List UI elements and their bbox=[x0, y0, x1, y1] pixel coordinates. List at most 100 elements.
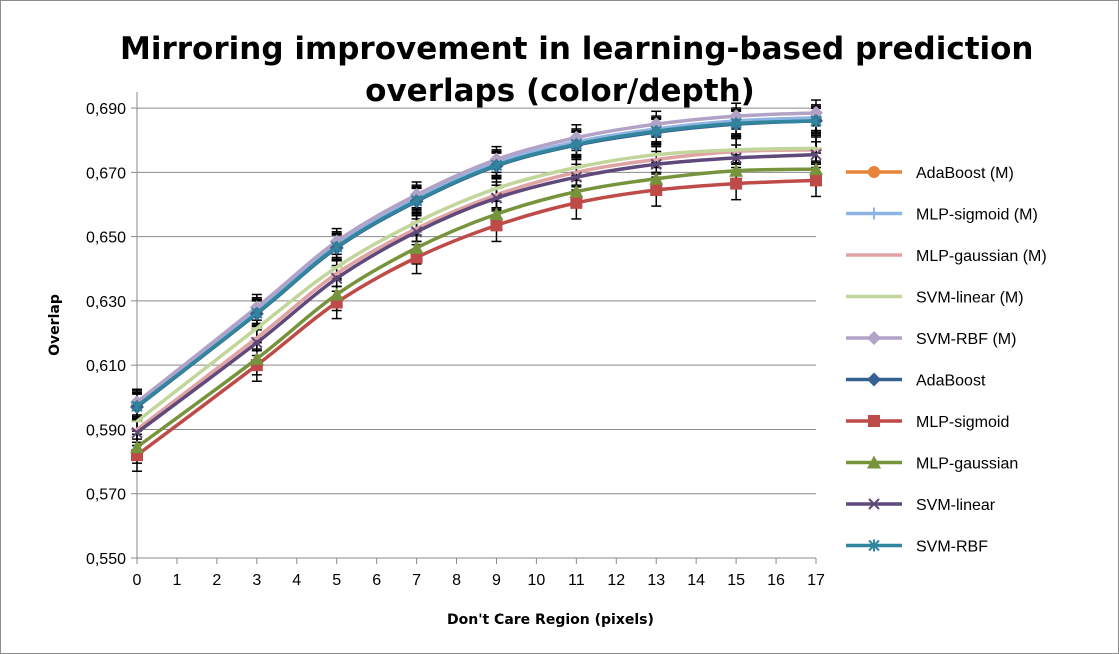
data-point bbox=[410, 226, 423, 238]
legend-label: AdaBoost bbox=[916, 373, 986, 390]
x-tick-label: 11 bbox=[568, 572, 585, 589]
data-point bbox=[809, 162, 823, 176]
data-point bbox=[570, 138, 583, 151]
marker-shape bbox=[868, 498, 880, 510]
legend-item: AdaBoost (M) bbox=[846, 165, 1014, 182]
data-point bbox=[490, 192, 503, 204]
data-point bbox=[131, 426, 143, 439]
x-tick-label: 12 bbox=[607, 572, 625, 589]
x-tick-label: 1 bbox=[172, 572, 181, 589]
y-tick-labels: 0,550 0,570 0,590 0,610 0,630 0,650 0,670 0,690 bbox=[86, 101, 126, 568]
legend-marker bbox=[868, 207, 880, 220]
legend-item: AdaBoost bbox=[846, 372, 986, 390]
legend-item: MLP-sigmoid (M) bbox=[846, 207, 1038, 224]
data-point bbox=[410, 194, 423, 207]
marker-shape bbox=[649, 171, 664, 185]
legend-label: SVM-linear bbox=[916, 497, 996, 514]
x-tick-label: 7 bbox=[412, 572, 421, 589]
marker-shape bbox=[490, 219, 503, 232]
marker-shape bbox=[489, 207, 504, 221]
marker-shape bbox=[410, 226, 423, 238]
data-point bbox=[131, 400, 143, 413]
legend-item: SVM-RBF bbox=[846, 539, 988, 556]
legend-marker bbox=[867, 331, 881, 345]
data-point bbox=[569, 184, 584, 198]
error-bars-8 bbox=[132, 141, 821, 447]
data-point bbox=[730, 152, 742, 164]
marker-shape bbox=[329, 287, 344, 301]
legend-marker bbox=[867, 455, 881, 469]
data-point bbox=[410, 251, 423, 264]
error-bars-4 bbox=[132, 99, 821, 416]
marker-shape bbox=[130, 440, 144, 454]
data-point bbox=[489, 207, 504, 221]
data-point bbox=[251, 336, 263, 349]
marker-shape bbox=[131, 426, 143, 439]
marker-shape bbox=[650, 158, 662, 171]
marker-shape bbox=[729, 163, 744, 177]
legend-item: MLP-gaussian bbox=[846, 455, 1018, 473]
legend-marker bbox=[867, 372, 881, 387]
x-tick-label: 10 bbox=[528, 572, 546, 589]
series-layer bbox=[130, 99, 823, 472]
y-axis-title: Overlap bbox=[47, 294, 63, 356]
data-point bbox=[490, 159, 503, 172]
data-point bbox=[650, 184, 663, 197]
legend: AdaBoost (M) MLP-sigmoid (M) MLP-gaussian … bbox=[846, 165, 1047, 556]
gridlines bbox=[137, 107, 816, 559]
legend-marker bbox=[868, 539, 880, 552]
marker-shape bbox=[570, 171, 583, 183]
marker-shape bbox=[867, 372, 881, 387]
series-line bbox=[135, 117, 817, 407]
x-tick-label: 4 bbox=[292, 572, 301, 589]
series-line bbox=[135, 148, 817, 431]
series-3 bbox=[131, 146, 822, 423]
x-tick-label: 2 bbox=[212, 572, 221, 589]
chart-title-line-1: Mirroring improvement in learning-based … bbox=[120, 31, 1034, 67]
chart-title-line-2: overlaps (color/depth) bbox=[365, 73, 755, 109]
series-line bbox=[135, 111, 817, 404]
marker-shape bbox=[569, 184, 584, 198]
data-point bbox=[730, 177, 743, 190]
error-bars-2 bbox=[132, 136, 821, 444]
legend-item: SVM-linear (M) bbox=[846, 290, 1024, 307]
x-axis-title: Don't Care Region (pixels) bbox=[447, 612, 654, 628]
marker-shape bbox=[810, 174, 822, 187]
data-point bbox=[409, 240, 424, 254]
x-tick-label: 0 bbox=[133, 572, 142, 589]
y-tick-label: 0,550 bbox=[86, 551, 126, 568]
marker-shape bbox=[330, 272, 343, 285]
marker-shape bbox=[809, 162, 823, 176]
legend-label: MLP-sigmoid bbox=[916, 414, 1009, 431]
y-tick-label: 0,650 bbox=[86, 230, 126, 247]
error-bars-7 bbox=[132, 152, 821, 464]
marker-shape bbox=[650, 184, 663, 197]
legend-label: SVM-linear (M) bbox=[916, 290, 1024, 307]
legend-item: MLP-sigmoid bbox=[846, 414, 1009, 431]
marker-shape bbox=[730, 152, 742, 164]
x-tick-label: 14 bbox=[687, 572, 705, 589]
data-point bbox=[249, 351, 264, 365]
data-point bbox=[251, 307, 263, 320]
series-6 bbox=[131, 174, 822, 462]
x-tick-label: 3 bbox=[252, 572, 261, 589]
legend-label: AdaBoost (M) bbox=[916, 165, 1014, 182]
data-point bbox=[130, 440, 144, 454]
data-point bbox=[650, 158, 662, 171]
data-point bbox=[330, 272, 343, 285]
marker-shape bbox=[490, 192, 503, 204]
y-tick-label: 0,570 bbox=[86, 487, 126, 504]
series-line bbox=[135, 119, 817, 408]
error-bars-3 bbox=[132, 134, 821, 436]
marker-shape bbox=[810, 148, 822, 161]
legend-label: SVM-RBF bbox=[916, 539, 988, 556]
data-point bbox=[729, 163, 744, 177]
marker-shape bbox=[730, 177, 743, 190]
y-tick-label: 0,630 bbox=[86, 294, 126, 311]
legend-item: SVM-RBF (M) bbox=[846, 331, 1016, 348]
data-point bbox=[810, 114, 822, 127]
data-point bbox=[490, 219, 503, 232]
marker-shape bbox=[249, 351, 264, 365]
